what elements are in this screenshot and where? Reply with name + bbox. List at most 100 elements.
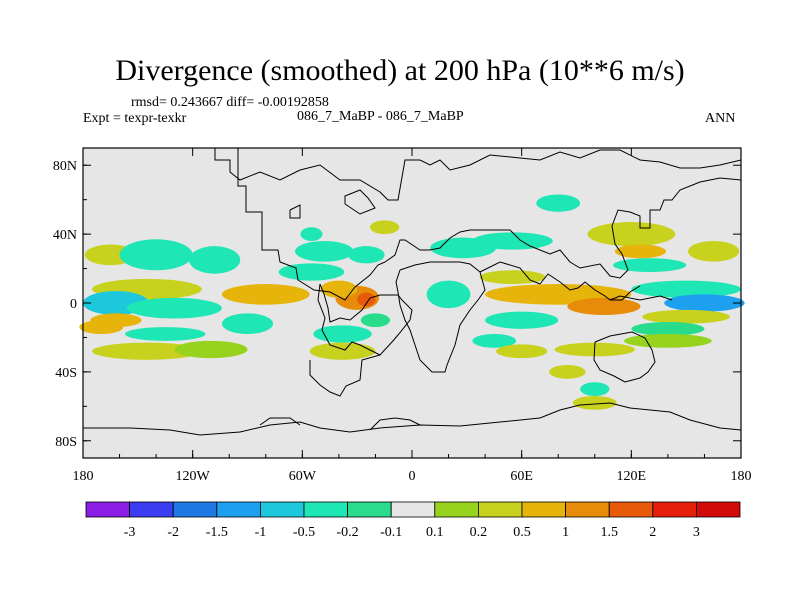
coast-greenland-arctic — [214, 148, 742, 201]
experiment-label: Expt = texpr-texkr — [83, 111, 187, 126]
colorbar-label: -1 — [255, 525, 267, 540]
field-region — [631, 280, 742, 298]
colorbar-swatch — [565, 501, 610, 518]
field-region — [614, 244, 667, 259]
field-region — [496, 344, 548, 359]
chart-title: Divergence (smoothed) at 200 hPa (10**6 … — [115, 54, 685, 87]
colorbar-swatch — [390, 501, 436, 518]
field-region — [472, 334, 517, 348]
field-region — [320, 280, 358, 298]
field-region — [536, 194, 581, 212]
field-region — [125, 327, 206, 341]
field-region — [313, 325, 372, 343]
field-region — [642, 309, 731, 324]
colorbar-swatch — [303, 501, 348, 518]
case-label: 086_7_MaBP - 086_7_MaBP — [297, 109, 464, 124]
field-region — [567, 297, 641, 316]
field-region — [309, 342, 376, 360]
coast-indonesia — [609, 295, 673, 301]
colorbar-swatch — [652, 501, 697, 518]
x-tick-label: 60W — [289, 469, 317, 484]
field-region — [687, 241, 740, 262]
coast-north-america — [237, 148, 386, 301]
field-layer — [79, 194, 745, 410]
colorbar-label: 0.5 — [513, 525, 531, 540]
field-region — [549, 365, 586, 379]
field-region — [357, 292, 376, 307]
y-tick-label: 40S — [55, 366, 77, 381]
coast-hudson-bay — [289, 204, 301, 219]
colorbar-label: 0.2 — [470, 525, 488, 540]
x-tick-label: 60E — [510, 469, 533, 484]
field-region — [174, 340, 248, 359]
field-region — [221, 313, 274, 334]
field-region — [278, 263, 345, 281]
colorbar-label: 1 — [562, 525, 569, 540]
coast-africa — [395, 261, 486, 373]
colorbar-label: 2 — [649, 525, 656, 540]
x-axis: 180 120W 60W 0 60E 120E 180 — [73, 148, 752, 484]
stats-line: rmsd= 0.243667 diff= -0.00192858 — [131, 95, 329, 110]
colorbar-label: 0.1 — [426, 525, 444, 540]
coast-north-atlantic — [344, 189, 376, 215]
y-tick-label: 80N — [53, 159, 77, 174]
coast-australia — [593, 331, 656, 383]
colorbar-label: 3 — [693, 525, 700, 540]
colorbar-label: -1.5 — [206, 525, 228, 540]
x-tick-label: 180 — [731, 469, 752, 484]
field-region — [631, 321, 705, 336]
field-region — [92, 342, 202, 360]
colorbar-swatch — [347, 501, 392, 518]
colorbar-swatch — [608, 501, 654, 518]
colorbar-label: -3 — [124, 525, 136, 540]
season-label: ANN — [705, 111, 736, 126]
colorbar-swatch — [259, 501, 305, 518]
colorbar-swatch — [434, 501, 479, 518]
field-region — [300, 227, 323, 241]
field-region — [580, 382, 610, 396]
x-tick-label: 120E — [617, 469, 647, 484]
field-region — [613, 258, 687, 272]
field-region — [587, 222, 676, 247]
field-region — [119, 239, 193, 271]
y-tick-label: 40N — [53, 228, 77, 243]
colorbar-swatch — [477, 501, 523, 518]
coast-south-america — [317, 283, 413, 356]
y-tick-label: 0 — [70, 297, 77, 312]
field-region — [472, 232, 553, 250]
coast-antarctica — [83, 402, 742, 436]
colorbar-label: -0.5 — [293, 525, 315, 540]
field-region — [479, 270, 546, 285]
colorbar-label: -0.2 — [337, 525, 359, 540]
x-tick-label: 180 — [73, 469, 94, 484]
field-region — [664, 294, 745, 312]
y-axis: 80N 40N 0 40S 80S — [53, 159, 741, 450]
field-region — [126, 297, 222, 319]
colorbar-swatch — [129, 501, 174, 518]
field-region — [426, 280, 471, 309]
field-region — [348, 246, 385, 264]
coastlines — [83, 148, 742, 436]
colorbar-swatch — [172, 501, 218, 518]
field-region — [221, 284, 310, 305]
field-region — [624, 334, 712, 348]
colorbar-label: 1.5 — [600, 525, 618, 540]
colorbar-swatch — [216, 501, 261, 518]
field-region — [572, 396, 617, 410]
colorbar-swatch — [85, 501, 130, 518]
field-region — [79, 320, 124, 334]
y-tick-label: 80S — [55, 435, 77, 450]
x-tick-label: 0 — [409, 469, 416, 484]
colorbar-swatch — [521, 501, 566, 518]
field-region — [295, 241, 354, 262]
coast-weddell — [369, 417, 421, 431]
field-region — [485, 311, 559, 329]
colorbar: -3 -2 -1.5 -1 -0.5 -0.2 -0.1 0.1 0.2 0.5 1 1.5 2 3 — [85, 501, 741, 540]
coast-middle-east — [479, 261, 541, 285]
coast-europe — [384, 177, 742, 279]
colorbar-label: -2 — [167, 525, 179, 540]
field-region — [360, 313, 391, 328]
coast-ross-sea — [259, 417, 301, 426]
coast-south-america-south — [309, 354, 381, 397]
